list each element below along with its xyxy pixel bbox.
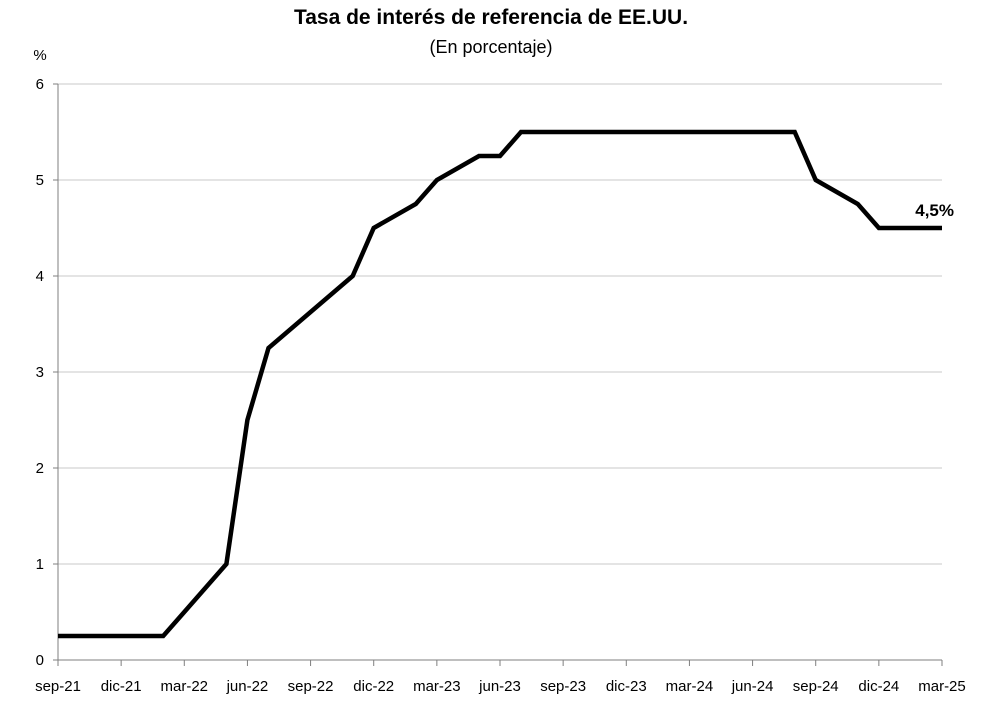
x-tick-label: mar-23 — [413, 678, 461, 695]
series-layer — [58, 129, 942, 639]
y-tick-label: 5 — [36, 172, 44, 189]
x-tick-label: mar-24 — [666, 678, 714, 695]
y-tick-label: 2 — [36, 460, 44, 477]
chart-subtitle: (En porcentaje) — [429, 37, 553, 57]
y-tick-label: 3 — [36, 364, 44, 381]
x-tick-label: jun-22 — [226, 678, 269, 695]
x-tick-label: jun-24 — [731, 678, 774, 695]
labels: 0 1 2 3 4 5 6% sep-21 dic-21 mar-22 jun-22 sep-22 di… — [33, 47, 965, 695]
x-tick-label: jun-23 — [478, 678, 521, 695]
y-tick-label: 1 — [36, 556, 44, 573]
x-tick-label: dic-23 — [606, 678, 647, 695]
y-axis-unit: % — [33, 47, 46, 64]
series-line-rate — [58, 129, 942, 639]
y-tick-label: 6 — [36, 76, 44, 93]
x-tick-label: mar-25 — [918, 678, 966, 695]
x-tick-label: sep-24 — [793, 678, 839, 695]
x-tick-label: dic-24 — [858, 678, 899, 695]
x-tick-label: sep-21 — [35, 678, 81, 695]
x-tick-label: dic-21 — [101, 678, 142, 695]
x-tick-label: dic-22 — [353, 678, 394, 695]
x-tick-label: sep-22 — [288, 678, 334, 695]
y-tick-label: 4 — [36, 268, 44, 285]
chart-title: Tasa de interés de referencia de EE.UU. — [293, 6, 689, 29]
x-tick-label: mar-22 — [161, 678, 209, 695]
end-value-label: 4,5% — [915, 201, 954, 220]
y-tick-label: 0 — [36, 652, 44, 669]
axes — [53, 83, 943, 666]
x-tick-label: sep-23 — [540, 678, 586, 695]
gridlines — [58, 83, 942, 565]
